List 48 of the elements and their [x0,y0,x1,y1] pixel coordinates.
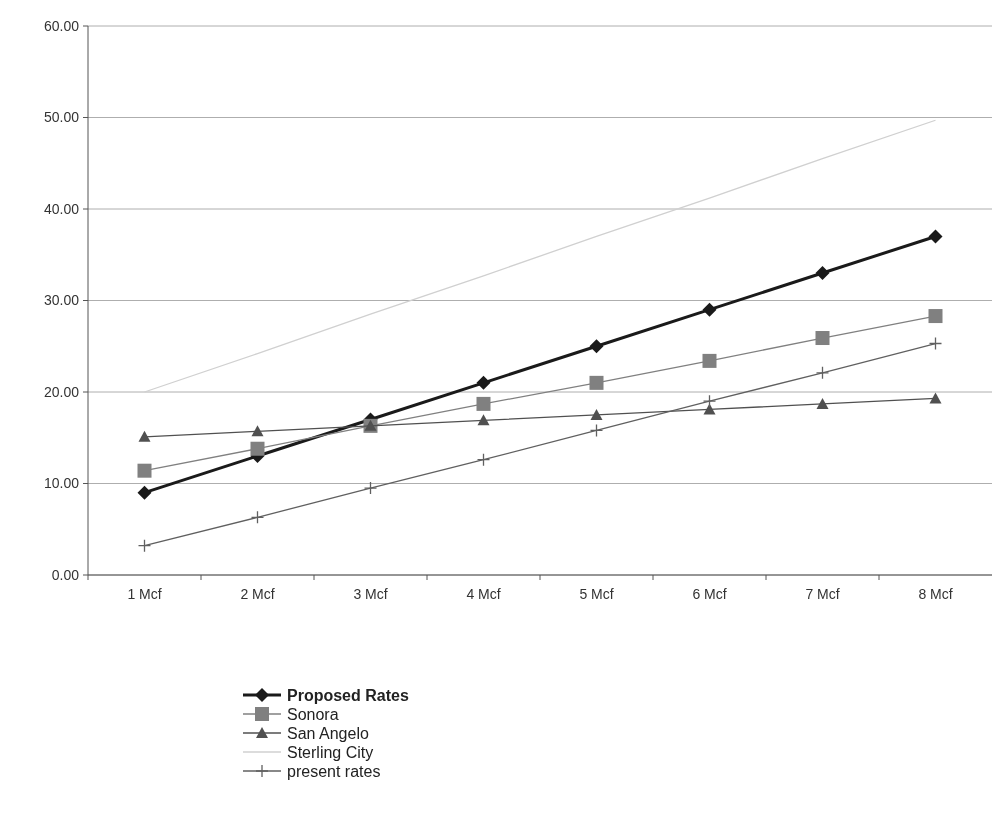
legend-label: present rates [287,762,381,780]
y-tick-label: 40.00 [43,200,80,217]
x-tick-label: 7 Mcf [805,586,840,602]
point [137,463,152,478]
point [928,309,943,324]
point [250,510,265,525]
point [137,539,152,553]
point [590,408,603,420]
x-tick-label: 3 Mcf [353,586,388,602]
line-series [143,119,937,393]
y-tick-label: 0.00 [51,566,80,583]
point [815,366,830,380]
point [363,481,378,495]
point [702,394,717,408]
point [137,485,152,500]
y-tick-label: 30.00 [43,292,80,309]
point [702,302,717,317]
point [138,430,151,442]
point [476,453,491,467]
x-tick-label: 5 Mcf [579,586,614,602]
point [251,425,264,437]
point [928,336,943,351]
x-tick-label: 8 Mcf [918,586,953,602]
x-tick-label: 6 Mcf [692,586,727,602]
x-tick-label: 1 Mcf [127,586,162,602]
point [928,229,943,244]
point [476,375,491,390]
legend-label: Sonora [287,705,339,723]
point [815,331,830,346]
legend-label: San Angelo [287,724,369,742]
y-tick-label: 10.00 [43,475,80,492]
point [929,392,942,404]
x-tick-label: 4 Mcf [466,586,501,602]
y-tick-label: 50.00 [43,109,80,126]
y-tick-label: 20.00 [43,383,80,400]
point [476,396,491,411]
point [477,414,490,426]
point [815,266,830,281]
point [816,397,829,409]
point [702,353,717,368]
x-tick-label: 2 Mcf [240,586,275,602]
point [250,441,265,456]
point [589,339,604,354]
point [589,375,604,390]
y-tick-label: 60.00 [43,17,80,34]
legend-label: Sterling City [287,743,374,761]
legend-label: Proposed Rates [287,686,409,704]
point [589,423,604,438]
